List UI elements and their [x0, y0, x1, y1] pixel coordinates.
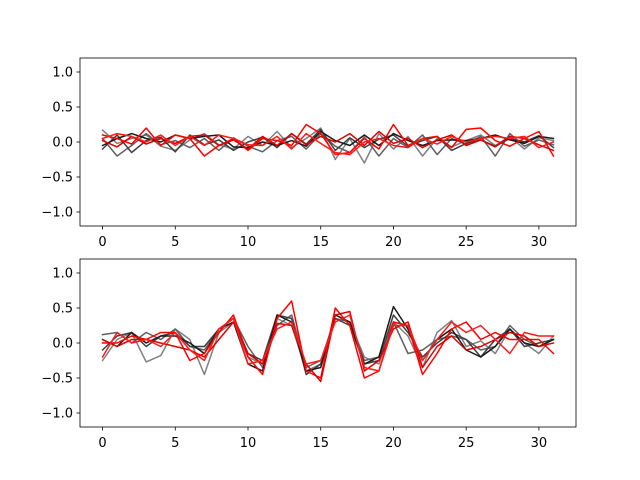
y-tick-label: 1.0: [52, 267, 73, 282]
x-tick-label: 25: [458, 436, 475, 451]
x-tick-label: 20: [385, 436, 402, 451]
x-tick-label: 20: [385, 235, 402, 250]
x-tick-label: 0: [98, 436, 106, 451]
y-tick-label: 0.5: [52, 302, 73, 317]
y-tick-label: −1.0: [41, 407, 73, 422]
y-tick-label: −1.0: [41, 206, 73, 221]
series-line-5: [101, 123, 555, 158]
y-tick-label: 0.0: [52, 337, 73, 352]
y-tick-label: 0.0: [52, 136, 73, 151]
y-tick-label: −0.5: [41, 372, 73, 387]
series-line-6: [101, 130, 555, 152]
x-tick-label: 5: [171, 235, 179, 250]
y-tick-label: −0.5: [41, 171, 73, 186]
series-line-6: [101, 310, 555, 383]
y-tick-label: 1.0: [52, 66, 73, 81]
x-tick-label: 0: [98, 235, 106, 250]
x-tick-label: 10: [240, 436, 257, 451]
y-tick-label: 0.5: [52, 101, 73, 116]
series-line-7: [101, 132, 555, 156]
x-tick-label: 15: [312, 436, 329, 451]
series-line-7: [101, 314, 555, 372]
x-tick-label: 25: [458, 235, 475, 250]
subplot-1: 0 5 10 15 20 25 30 −1.0 −0.5 0.0 0.5 1.0: [41, 57, 577, 250]
subplot-2: 0 5 10 15 20 25 30 −1.0 −0.5 0.0 0.5 1.0: [41, 258, 577, 451]
x-tick-label: 30: [531, 436, 548, 451]
x-tick-label: 5: [171, 436, 179, 451]
x-tick-label: 10: [240, 235, 257, 250]
x-tick-label: 15: [312, 235, 329, 250]
x-tick-label: 30: [531, 235, 548, 250]
